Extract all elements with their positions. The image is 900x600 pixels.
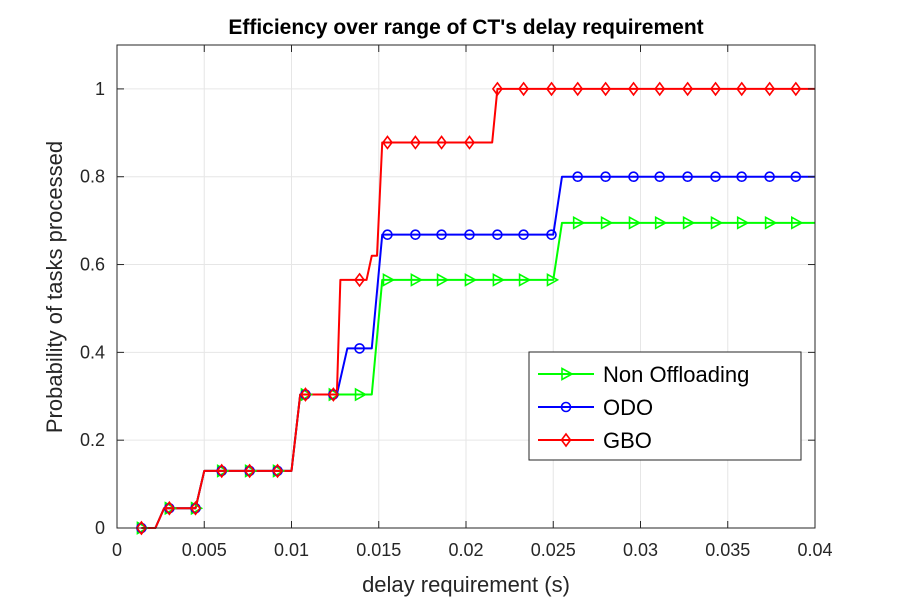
data-point-odo <box>410 229 421 240</box>
x-tick-label: 0.03 <box>623 540 658 560</box>
data-point-non-offloading <box>492 273 506 287</box>
y-axis-label: Probability of tasks processed <box>42 141 67 433</box>
legend-marker-non-offloading <box>561 367 574 381</box>
data-point-gbo <box>764 81 776 97</box>
data-point-odo <box>628 171 639 183</box>
legend-label-odo: ODO <box>603 395 653 420</box>
data-point-non-offloading <box>600 215 614 230</box>
data-point-gbo <box>654 81 666 97</box>
data-point-non-offloading <box>764 215 778 230</box>
legend-marker-gbo <box>560 432 572 448</box>
y-tick-label: 0.8 <box>80 167 105 187</box>
data-point-odo <box>736 171 748 183</box>
x-tick-label: 0.01 <box>274 540 309 560</box>
data-point-gbo <box>463 135 475 150</box>
legend-items: Non Offloading ODO GBO <box>538 362 749 453</box>
legend: Non Offloading ODO GBO <box>528 351 802 461</box>
data-point-gbo <box>135 520 147 536</box>
data-point-non-offloading <box>628 215 642 230</box>
data-point-non-offloading <box>464 273 478 287</box>
data-point-gbo <box>518 81 530 97</box>
y-tick-label: 0.4 <box>80 342 105 362</box>
data-point-odo <box>436 229 447 240</box>
data-point-odo <box>682 171 693 183</box>
data-point-odo <box>600 171 611 183</box>
data-point-gbo <box>491 81 503 97</box>
legend-label-non-offloading: Non Offloading <box>603 362 749 387</box>
data-point-gbo <box>409 135 421 150</box>
series-markers <box>135 81 804 536</box>
y-tick-label: 0 <box>95 518 105 538</box>
data-point-odo <box>710 171 721 183</box>
data-point-odo <box>572 171 583 183</box>
data-point-gbo <box>436 135 448 150</box>
data-point-gbo <box>272 463 284 479</box>
data-point-non-offloading <box>654 215 668 230</box>
legend-label-gbo: GBO <box>603 428 652 453</box>
data-point-odo <box>764 171 775 183</box>
data-point-non-offloading <box>382 273 396 287</box>
x-tick-label: 0 <box>112 540 122 560</box>
x-tick-label: 0.02 <box>448 540 483 560</box>
data-point-gbo <box>682 81 694 97</box>
data-point-non-offloading <box>682 215 696 230</box>
data-point-odo <box>654 171 665 183</box>
data-point-gbo <box>546 81 558 97</box>
data-point-gbo <box>216 463 228 479</box>
data-point-non-offloading <box>354 387 368 402</box>
data-point-gbo <box>628 81 640 97</box>
data-point-gbo <box>327 387 339 402</box>
axis-ticks: 0 0.005 0.01 0.015 0.02 0.025 0.03 0.035 0.04 0 0.… <box>80 45 833 560</box>
data-point-non-offloading <box>736 215 750 230</box>
data-point-non-offloading <box>572 215 586 230</box>
data-point-gbo <box>710 81 722 97</box>
data-point-odo <box>518 229 529 240</box>
data-point-non-offloading <box>710 215 724 230</box>
x-tick-label: 0.025 <box>531 540 576 560</box>
y-tick-label: 0.2 <box>80 430 105 450</box>
data-point-non-offloading <box>791 215 804 230</box>
chart-title: Efficiency over range of CT's delay requ… <box>228 16 703 39</box>
data-point-odo <box>464 229 475 240</box>
legend-marker-odo <box>560 401 572 413</box>
y-tick-label: 0.6 <box>80 255 105 275</box>
x-tick-label: 0.015 <box>356 540 401 560</box>
data-point-non-offloading <box>436 273 450 287</box>
data-point-gbo <box>572 81 584 97</box>
data-point-non-offloading <box>518 273 532 287</box>
data-point-odo <box>492 229 503 240</box>
data-point-non-offloading <box>546 273 560 287</box>
data-point-gbo <box>190 500 202 516</box>
data-point-gbo <box>163 500 175 516</box>
x-tick-label: 0.035 <box>705 540 750 560</box>
data-point-gbo <box>381 135 393 150</box>
data-point-odo <box>790 171 802 183</box>
data-point-gbo <box>299 387 311 402</box>
data-point-odo <box>354 343 365 354</box>
x-axis-label: delay requirement (s) <box>362 572 570 597</box>
data-point-gbo <box>600 81 612 97</box>
data-point-gbo <box>736 81 748 97</box>
y-tick-label: 1 <box>95 79 105 99</box>
data-point-non-offloading <box>410 273 424 287</box>
data-point-gbo <box>244 463 256 479</box>
x-tick-label: 0.04 <box>797 540 832 560</box>
data-point-odo <box>382 229 393 240</box>
data-point-gbo <box>354 272 366 288</box>
data-point-odo <box>546 229 557 240</box>
data-point-gbo <box>790 81 802 97</box>
x-tick-label: 0.005 <box>182 540 227 560</box>
